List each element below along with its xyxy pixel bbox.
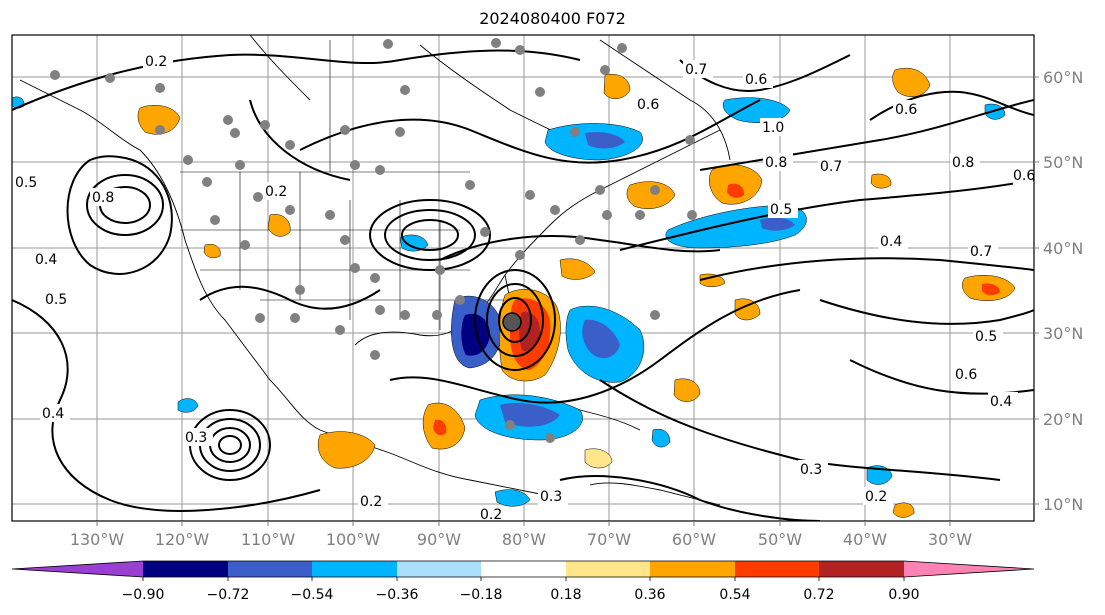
longitude-label: 80°W — [502, 530, 546, 549]
longitude-label: 30°W — [928, 530, 972, 549]
longitude-label: 40°W — [843, 530, 887, 549]
contour-label: 0.5 — [45, 292, 67, 308]
contour-label: 0.6 — [1013, 168, 1035, 184]
contour-label: 0.8 — [765, 155, 787, 171]
colorbar-segment — [819, 561, 904, 577]
contour-label: 0.3 — [800, 462, 822, 478]
latitude-labels: 60°N 50°N 40°N 30°N 20°N 10°N — [1043, 68, 1083, 514]
colorbar-tick-label: 0.72 — [803, 587, 834, 603]
contour-label-group: 0.2 0.2 0.2 0.2 0.2 0.3 0.3 0.3 0.4 0.4 … — [13, 52, 1035, 523]
map-frame — [11, 34, 1035, 522]
contour-label: 0.2 — [145, 54, 167, 70]
contour-label: 0.4 — [990, 394, 1012, 410]
longitude-ticks — [96, 521, 951, 526]
latitude-label: 60°N — [1043, 68, 1083, 87]
contour-label: 0.6 — [895, 102, 917, 118]
contour-label: 0.7 — [970, 244, 992, 260]
colorbar-segment — [143, 561, 228, 577]
contour-label: 0.8 — [92, 190, 114, 206]
colorbar-tick-label: −0.36 — [376, 587, 419, 603]
positive-shading — [137, 67, 1016, 518]
negative-shading — [12, 96, 1006, 507]
latitude-label: 40°N — [1043, 239, 1083, 258]
colorbar-tick-label: −0.90 — [122, 587, 165, 603]
contour-label: 0.3 — [540, 489, 562, 505]
latitude-label: 10°N — [1043, 495, 1083, 514]
longitude-label: 90°W — [417, 530, 461, 549]
contour-label: 0.6 — [745, 72, 767, 88]
latitude-label: 50°N — [1043, 153, 1083, 172]
longitude-label: 130°W — [70, 530, 125, 549]
colorbar-tick-label: 0.54 — [719, 587, 750, 603]
latitude-label: 30°N — [1043, 324, 1083, 343]
contour-label: 0.4 — [35, 252, 57, 268]
longitude-label: 70°W — [587, 530, 631, 549]
colorbar-tick-label: 0.36 — [634, 587, 665, 603]
longitude-label: 110°W — [241, 530, 296, 549]
contour-label: 0.3 — [185, 430, 207, 446]
contour-label: 0.5 — [770, 202, 792, 218]
longitude-labels: 130°W 120°W 110°W 100°W 90°W 80°W 70°W 6… — [70, 530, 972, 549]
longitude-label: 100°W — [326, 530, 381, 549]
contour-label: 0.6 — [637, 97, 659, 113]
colorbar-segment — [228, 561, 312, 577]
graticule — [12, 35, 1034, 521]
colorbar-tick-label: −0.54 — [291, 587, 334, 603]
colorbar-segment — [566, 561, 650, 577]
colorbar: −0.90 −0.72 −0.54 −0.36 −0.18 0.18 0.36 … — [11, 560, 1035, 603]
colorbar-tick-label: −0.18 — [460, 587, 503, 603]
contour-label: 0.8 — [952, 155, 974, 171]
colorbar-tick-label: −0.72 — [207, 587, 250, 603]
colorbar-segment — [312, 561, 397, 577]
contour-label: 0.2 — [265, 184, 287, 200]
storm-center-marker — [502, 312, 522, 332]
contour-label: 1.0 — [762, 120, 784, 136]
longitude-label: 60°W — [672, 530, 716, 549]
longitude-label: 50°W — [758, 530, 802, 549]
colorbar-tick-label: 0.18 — [550, 587, 581, 603]
colorbar-tick-label: 0.90 — [888, 587, 919, 603]
contour-lines — [12, 49, 1034, 521]
colorbar-segment — [481, 561, 566, 577]
contour-label: 0.2 — [865, 489, 887, 505]
map-title: 2024080400 F072 — [479, 9, 626, 28]
latitude-label: 20°N — [1043, 410, 1083, 429]
contour-label: 0.6 — [955, 367, 977, 383]
colorbar-segment — [735, 561, 819, 577]
colorbar-segment — [904, 561, 1034, 577]
colorbar-segment — [650, 561, 735, 577]
contour-label: 0.2 — [360, 494, 382, 510]
latitude-ticks — [1034, 76, 1039, 505]
contour-label: 0.7 — [820, 159, 842, 175]
longitude-label: 120°W — [155, 530, 210, 549]
contour-label: 0.2 — [480, 507, 502, 523]
contour-label: 0.5 — [15, 175, 37, 191]
contour-label: 0.7 — [685, 62, 707, 78]
contour-label: 0.4 — [880, 234, 902, 250]
colorbar-segment — [397, 561, 481, 577]
contour-label: 0.5 — [975, 329, 997, 345]
contour-label: 0.4 — [42, 406, 64, 422]
colorbar-segment — [12, 561, 143, 577]
political-borders — [180, 40, 520, 330]
